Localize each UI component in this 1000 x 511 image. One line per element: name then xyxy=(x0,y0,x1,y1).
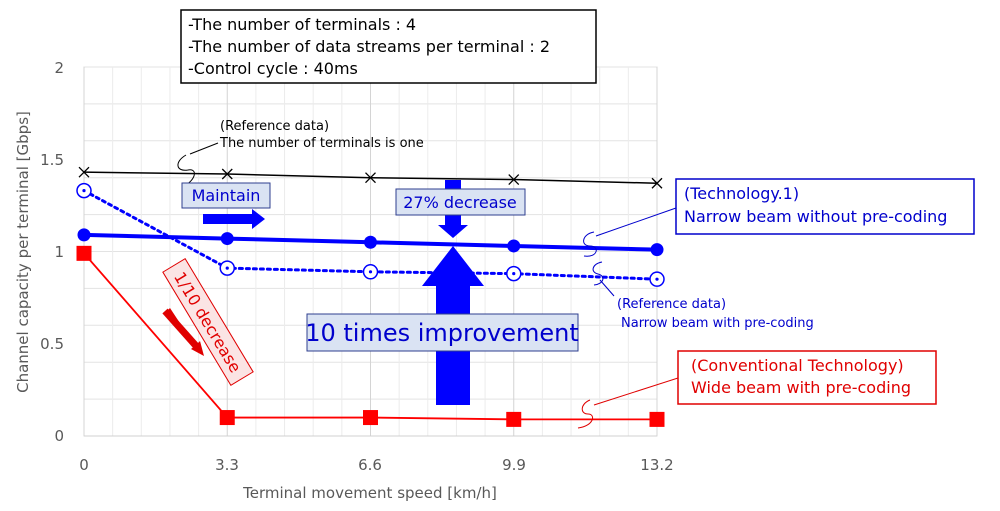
ref-single-label: The number of terminals is one xyxy=(219,136,424,151)
conv-label: Wide beam with pre-coding xyxy=(691,378,911,397)
ref-single-label: (Reference data) xyxy=(220,119,329,134)
maintain-arrow xyxy=(203,209,265,229)
y-axis: 0 0.5 1 1.5 2 xyxy=(40,59,64,445)
x-axis-title: Terminal movement speed [km/h] xyxy=(242,484,497,502)
improvement-annotation: 10 times improvement xyxy=(305,246,579,405)
data-point-center xyxy=(512,272,516,276)
data-point xyxy=(362,264,379,280)
tech1-bracket xyxy=(583,231,597,257)
data-point-center xyxy=(368,270,373,274)
improvement-label: 10 times improvement xyxy=(305,319,579,347)
decrease110-arrow-shaft xyxy=(162,308,200,350)
maintain-annotation: Maintain xyxy=(181,182,271,229)
tech1-label: Narrow beam without pre-coding xyxy=(684,207,947,226)
info-line: -Control cycle : 40ms xyxy=(188,59,358,78)
x-tick-label: 6.6 xyxy=(358,456,382,474)
y-tick-label: 0 xyxy=(54,427,64,445)
conv-leader xyxy=(593,377,679,406)
ref-single-leader xyxy=(189,142,219,155)
info-line: -The number of terminals : 4 xyxy=(188,15,416,34)
data-point xyxy=(365,172,376,184)
maintain-label: Maintain xyxy=(192,186,261,205)
data-point-center xyxy=(655,277,659,281)
x-tick-label: 9.9 xyxy=(502,456,526,474)
x-tick-label: 3.3 xyxy=(215,456,239,474)
info-box: -The number of terminals : 4 -The number… xyxy=(180,9,597,84)
data-point xyxy=(508,174,520,186)
conv-label: (Conventional Technology) xyxy=(691,356,904,375)
ref-single-bracket xyxy=(177,154,195,187)
data-point xyxy=(506,411,522,427)
y-tick-label: 0.5 xyxy=(40,335,64,353)
data-point xyxy=(219,260,235,276)
data-point-center xyxy=(82,189,86,193)
data-point xyxy=(649,411,665,427)
data-point xyxy=(363,410,378,426)
ref-narrow-bracket xyxy=(592,261,604,286)
conv-bracket xyxy=(577,399,594,429)
data-point-center xyxy=(225,266,229,270)
series-3 xyxy=(76,245,665,427)
tech1-leader xyxy=(595,207,677,237)
series-2 xyxy=(76,182,665,287)
series-layer xyxy=(76,166,665,427)
data-point xyxy=(507,239,521,253)
x-tick-label: 13.2 xyxy=(640,456,673,474)
ref-narrow-label: Narrow beam with pre-coding xyxy=(621,316,814,331)
info-line: -The number of data streams per terminal… xyxy=(188,37,550,56)
ref-single-annotation: (Reference data) The number of terminals… xyxy=(177,119,424,187)
data-point xyxy=(650,243,664,257)
x-tick-label: 0 xyxy=(79,456,89,474)
series-line xyxy=(82,189,659,281)
data-point xyxy=(506,265,522,282)
conv-legend: (Conventional Technology) Wide beam with… xyxy=(577,350,937,429)
data-point xyxy=(649,271,665,287)
x-axis: 0 3.3 6.6 9.9 13.2 xyxy=(79,456,673,474)
y-tick-label: 2 xyxy=(54,59,64,77)
series-1 xyxy=(77,228,664,257)
tech1-legend: (Technology.1) Narrow beam without pre-c… xyxy=(583,178,975,257)
data-point xyxy=(78,166,90,178)
decrease27-label: 27% decrease xyxy=(403,193,517,212)
data-point xyxy=(77,228,91,242)
data-point xyxy=(76,182,92,199)
decrease27-annotation: 27% decrease xyxy=(395,180,526,238)
ref-narrow-leader xyxy=(599,279,615,297)
data-point xyxy=(221,168,233,180)
y-axis-title: Channel capacity per terminal [Gbps] xyxy=(14,111,32,393)
ref-narrow-annotation: (Reference data) Narrow beam with pre-co… xyxy=(592,261,814,331)
data-point xyxy=(76,245,92,261)
gridlines xyxy=(83,66,658,437)
data-point xyxy=(651,177,663,189)
data-point xyxy=(219,410,235,426)
y-tick-label: 1.5 xyxy=(40,151,64,169)
series-0 xyxy=(78,166,663,189)
ref-narrow-label: (Reference data) xyxy=(617,297,726,312)
data-point xyxy=(364,235,377,249)
data-point xyxy=(220,232,234,246)
tech1-label: (Technology.1) xyxy=(684,184,799,203)
y-tick-label: 1 xyxy=(54,243,64,261)
